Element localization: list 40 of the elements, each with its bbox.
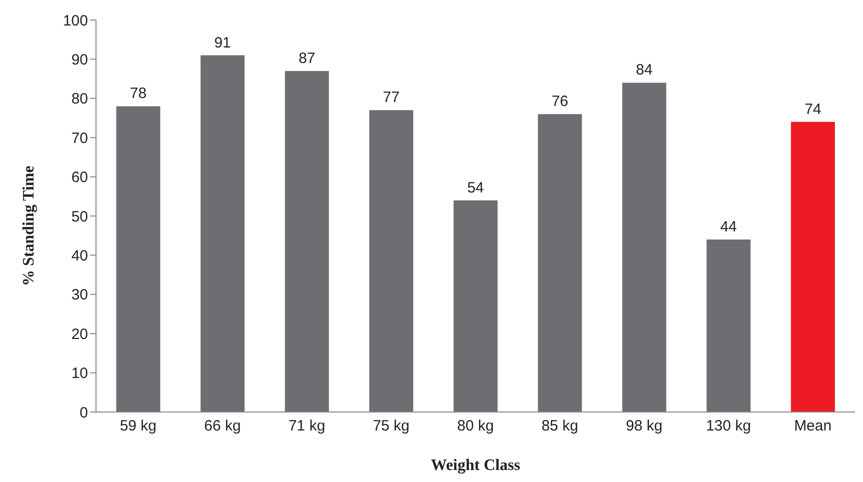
data-label: 84 xyxy=(636,62,653,79)
y-axis-title: % Standing Time xyxy=(20,166,38,286)
bar xyxy=(790,122,835,412)
bar xyxy=(284,70,329,412)
y-tick-label: 80 xyxy=(71,90,88,108)
y-tick-label: 70 xyxy=(71,130,88,147)
data-label: 87 xyxy=(298,50,316,67)
x-tick-label: 85 kg xyxy=(541,418,578,435)
x-tick-label: Mean xyxy=(794,418,832,435)
data-label: 54 xyxy=(467,179,484,196)
data-label: 44 xyxy=(720,218,737,236)
bar xyxy=(200,55,245,412)
x-tick-label: 71 kg xyxy=(288,418,326,435)
y-tick-label: 10 xyxy=(71,365,88,382)
y-tick-label: 60 xyxy=(71,169,88,186)
x-tick-label: 59 kg xyxy=(120,418,157,435)
x-tick-label: 98 kg xyxy=(626,418,663,435)
y-tick-label: 20 xyxy=(71,326,88,343)
x-tick-label: 80 kg xyxy=(457,418,494,435)
y-tick-label: 40 xyxy=(71,248,88,265)
x-tick-label: 66 kg xyxy=(204,418,241,435)
bar xyxy=(622,82,666,412)
y-tick-label: 30 xyxy=(71,286,88,304)
data-label: 78 xyxy=(130,85,147,102)
bar xyxy=(369,110,414,412)
x-tick-label: 75 kg xyxy=(372,418,410,435)
bar xyxy=(706,240,751,412)
y-tick-label: 90 xyxy=(71,52,88,69)
data-label: 74 xyxy=(804,100,822,118)
x-tick-label: 130 kg xyxy=(706,418,752,435)
data-label: 76 xyxy=(552,93,568,110)
bar xyxy=(538,114,582,412)
x-axis-title: Weight Class xyxy=(430,457,520,474)
data-label: 77 xyxy=(382,89,400,106)
y-tick-label: 50 xyxy=(71,208,88,226)
bar xyxy=(116,106,160,412)
bar xyxy=(454,200,498,412)
y-tick-label: 100 xyxy=(62,12,88,30)
y-tick-label: 0 xyxy=(80,404,88,422)
data-label: 91 xyxy=(214,34,231,52)
